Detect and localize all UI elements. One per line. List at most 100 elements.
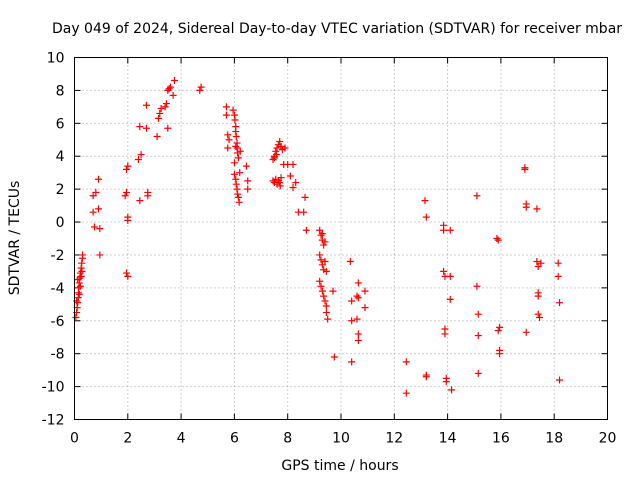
data-point xyxy=(317,256,325,264)
y-tick-label: -8 xyxy=(51,347,65,363)
data-point xyxy=(166,83,174,91)
data-point xyxy=(272,147,280,155)
data-point xyxy=(225,136,233,144)
data-point xyxy=(281,144,289,152)
data-point xyxy=(78,251,86,259)
data-point xyxy=(236,169,244,177)
data-point xyxy=(474,332,482,340)
data-point xyxy=(232,180,240,188)
data-point xyxy=(122,269,130,277)
data-point xyxy=(273,144,281,152)
data-point xyxy=(165,85,173,93)
data-point xyxy=(75,290,83,298)
data-point xyxy=(276,182,284,190)
data-point xyxy=(446,226,454,234)
grid-lines xyxy=(74,57,608,420)
y-tick-label: 8 xyxy=(56,83,65,99)
data-point xyxy=(136,197,144,205)
data-point xyxy=(222,111,230,119)
y-tick-label: 10 xyxy=(47,51,65,67)
data-point xyxy=(156,109,164,117)
data-point xyxy=(442,378,450,386)
data-point xyxy=(318,230,326,238)
data-point xyxy=(77,272,85,280)
data-point xyxy=(446,295,454,303)
data-point xyxy=(422,213,430,221)
data-point xyxy=(164,124,172,132)
data-point xyxy=(361,287,369,295)
data-point xyxy=(353,292,361,300)
chart-title: Day 049 of 2024, Sidereal Day-to-day VTE… xyxy=(52,21,622,37)
data-point xyxy=(354,279,362,287)
x-tick-label: 4 xyxy=(177,431,186,447)
data-point xyxy=(441,330,449,338)
y-tick-label: 6 xyxy=(56,116,65,132)
x-axis-label: GPS time / hours xyxy=(281,458,398,474)
x-tick-label: 20 xyxy=(599,431,617,447)
data-point xyxy=(72,313,80,321)
data-point xyxy=(289,183,297,191)
data-point xyxy=(473,282,481,290)
data-point xyxy=(134,156,142,164)
data-point xyxy=(537,259,545,267)
data-point xyxy=(348,317,356,325)
plot-frame xyxy=(74,57,608,420)
data-point xyxy=(316,251,324,259)
data-point xyxy=(286,172,294,180)
data-point xyxy=(124,213,132,221)
data-point xyxy=(320,292,328,300)
data-point xyxy=(318,287,326,295)
y-tick-label: -10 xyxy=(42,380,65,396)
x-tick-label: 12 xyxy=(385,431,403,447)
data-point xyxy=(522,200,530,208)
data-point xyxy=(144,188,152,196)
data-point xyxy=(76,282,84,290)
data-point xyxy=(222,103,230,111)
data-point xyxy=(154,114,162,122)
data-point xyxy=(269,156,277,164)
data-point xyxy=(244,185,252,193)
data-point xyxy=(421,197,429,205)
data-point xyxy=(231,116,239,124)
data-point xyxy=(242,162,250,170)
data-point xyxy=(496,323,504,331)
data-point xyxy=(230,159,238,167)
data-point xyxy=(142,124,150,132)
axis-ticks: 0 2 4 6 8 10 12 14 16 18 20 -12 -10 -8 -6 -4 -2 0 2 4 6 8 10 xyxy=(42,51,617,447)
data-point xyxy=(322,302,330,310)
data-point xyxy=(324,315,332,323)
data-point xyxy=(234,193,242,201)
data-point xyxy=(301,193,309,201)
data-point xyxy=(197,83,205,91)
data-point xyxy=(422,373,430,381)
data-point xyxy=(244,177,252,185)
data-point xyxy=(320,241,328,249)
data-point xyxy=(474,310,482,318)
data-point xyxy=(162,100,170,108)
x-tick-label: 18 xyxy=(545,431,563,447)
data-point xyxy=(322,309,330,317)
data-point xyxy=(536,313,544,321)
data-point xyxy=(493,235,501,242)
data-point xyxy=(322,267,330,275)
data-point xyxy=(556,376,564,384)
y-tick-label: -4 xyxy=(51,281,65,297)
data-point xyxy=(273,151,281,159)
data-point xyxy=(74,276,82,284)
data-point xyxy=(78,259,86,267)
data-point xyxy=(90,223,98,231)
data-point xyxy=(533,258,541,266)
x-tick-label: 0 xyxy=(70,431,79,447)
data-point xyxy=(232,142,240,150)
data-point xyxy=(348,358,356,366)
data-point xyxy=(522,328,530,336)
data-point xyxy=(474,369,482,377)
data-point xyxy=(96,225,104,233)
data-point xyxy=(533,205,541,213)
data-point xyxy=(473,192,481,200)
data-point xyxy=(224,144,232,152)
y-tick-label: 4 xyxy=(56,149,65,165)
data-point xyxy=(96,251,104,259)
data-point xyxy=(554,259,562,267)
y-tick-label: -12 xyxy=(42,413,65,429)
